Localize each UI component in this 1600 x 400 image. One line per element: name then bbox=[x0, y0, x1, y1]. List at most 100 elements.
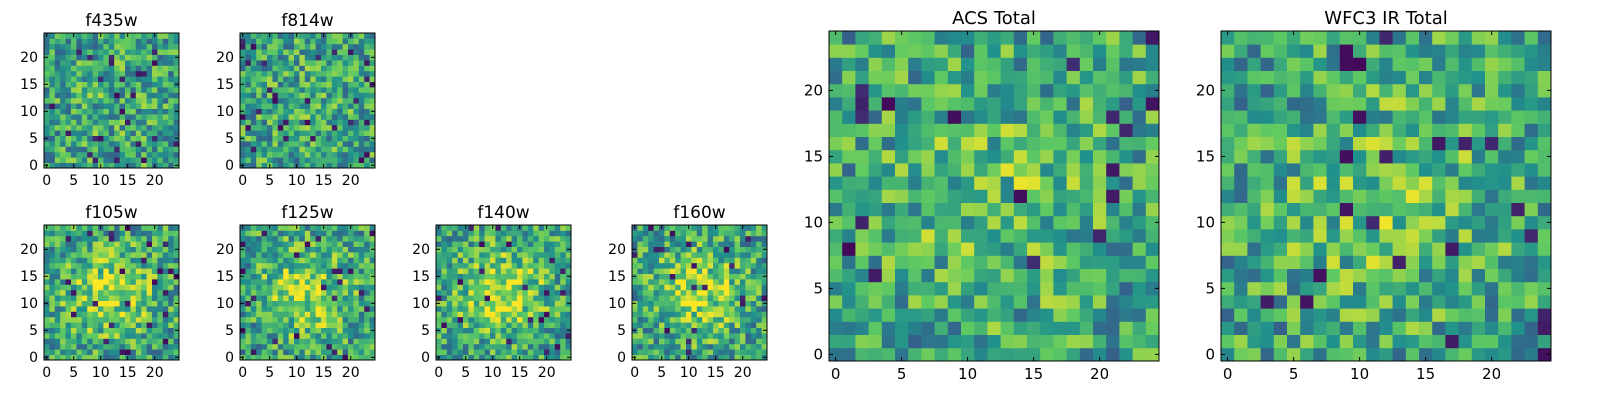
heatmap-cell bbox=[44, 268, 50, 274]
heatmap-cell bbox=[125, 151, 131, 158]
heatmap-cell bbox=[256, 103, 262, 109]
heatmap-cell bbox=[288, 333, 295, 339]
heatmap-cell bbox=[538, 262, 545, 269]
heatmap-cell bbox=[702, 354, 708, 361]
heatmap-cell bbox=[468, 338, 475, 345]
heatmap-cell bbox=[108, 349, 115, 355]
heatmap-cell bbox=[934, 70, 949, 85]
heatmap-cell bbox=[1119, 308, 1133, 322]
heatmap-cell bbox=[261, 43, 268, 50]
heatmap-cell bbox=[65, 151, 72, 158]
heatmap-cell bbox=[103, 103, 110, 109]
heatmap-cell bbox=[1132, 202, 1147, 217]
heatmap-cell bbox=[331, 38, 338, 45]
heatmap-cell bbox=[103, 141, 110, 147]
heatmap-cell bbox=[1013, 83, 1028, 98]
heatmap-cell bbox=[152, 103, 158, 109]
heatmap-cell bbox=[76, 92, 83, 99]
heatmap-cell bbox=[1027, 268, 1041, 283]
heatmap-cell bbox=[1273, 268, 1288, 283]
heatmap-cell bbox=[369, 295, 376, 301]
heatmap-cell bbox=[146, 103, 153, 109]
heatmap-cell bbox=[353, 43, 360, 50]
heatmap-cell bbox=[65, 343, 72, 350]
heatmap-cell bbox=[855, 136, 869, 151]
heatmap-cell bbox=[353, 81, 360, 88]
heatmap-cell bbox=[974, 202, 988, 217]
heatmap-cell bbox=[761, 279, 768, 285]
heatmap-cell bbox=[1498, 163, 1512, 177]
heatmap-cell bbox=[538, 333, 545, 339]
heatmap-cell bbox=[321, 38, 327, 45]
heatmap-cell bbox=[974, 295, 988, 309]
heatmap-cell bbox=[637, 300, 644, 307]
heatmap-cell bbox=[240, 130, 246, 136]
heatmap-cell bbox=[92, 135, 99, 142]
heatmap-cell bbox=[560, 306, 566, 312]
heatmap-cell bbox=[168, 97, 174, 104]
heatmap-cell bbox=[1458, 255, 1473, 269]
heatmap-cell bbox=[245, 306, 252, 312]
heatmap-cell bbox=[686, 338, 692, 345]
heatmap-cell bbox=[506, 241, 512, 247]
heatmap-cell bbox=[881, 268, 896, 283]
heatmap-cell bbox=[648, 300, 654, 307]
heatmap-cell bbox=[659, 230, 665, 237]
heatmap-cell bbox=[353, 316, 360, 323]
heatmap-cell bbox=[299, 38, 306, 45]
heatmap-cell bbox=[756, 300, 762, 307]
heatmap-cell bbox=[1106, 242, 1120, 256]
heatmap-cell bbox=[125, 333, 131, 339]
heatmap-cell bbox=[157, 284, 164, 291]
heatmap-cell bbox=[277, 60, 284, 66]
heatmap-cell bbox=[130, 108, 137, 115]
heatmap-cell bbox=[272, 333, 279, 339]
heatmap-cell bbox=[1471, 295, 1486, 309]
heatmap-cell bbox=[713, 316, 719, 323]
heatmap-cell bbox=[294, 316, 300, 323]
heatmap-cell bbox=[250, 354, 257, 361]
heatmap-cell bbox=[326, 262, 333, 269]
heatmap-cell bbox=[1524, 268, 1539, 283]
heatmap-cell bbox=[1379, 229, 1393, 243]
heatmap-cell bbox=[468, 268, 475, 274]
heatmap-cell bbox=[1093, 110, 1107, 124]
heatmap-cell bbox=[54, 119, 61, 126]
heatmap-cell bbox=[544, 268, 550, 274]
heatmap-cell bbox=[987, 242, 1001, 256]
heatmap-cell bbox=[522, 322, 529, 328]
heatmap-cell bbox=[1145, 97, 1160, 111]
heatmap-cell bbox=[1537, 163, 1552, 177]
heatmap-cell bbox=[310, 81, 316, 88]
heatmap-cell bbox=[473, 343, 480, 350]
heatmap-cell bbox=[490, 343, 496, 350]
heatmap-cell bbox=[87, 268, 93, 274]
heatmap-cell bbox=[125, 135, 131, 142]
heatmap-cell bbox=[245, 130, 252, 136]
heatmap-cell bbox=[707, 322, 714, 328]
heatmap-cell bbox=[288, 43, 295, 50]
heatmap-cell bbox=[473, 230, 480, 237]
heatmap-cell bbox=[103, 327, 110, 334]
heatmap-cell bbox=[642, 268, 649, 274]
heatmap-cell bbox=[348, 76, 354, 82]
heatmap-cell bbox=[315, 333, 322, 339]
heatmap-cell bbox=[342, 130, 349, 136]
heatmap-cell bbox=[1392, 242, 1407, 256]
heatmap-cell bbox=[745, 327, 752, 334]
heatmap-cell bbox=[321, 262, 327, 269]
heatmap-cell bbox=[691, 349, 698, 355]
heatmap-cell bbox=[103, 119, 110, 126]
heatmap-cell bbox=[146, 333, 153, 339]
heatmap-cell bbox=[452, 295, 458, 301]
heatmap-cell bbox=[761, 284, 768, 291]
heatmap-cell bbox=[294, 146, 300, 153]
heatmap-cell bbox=[680, 241, 687, 247]
heatmap-cell bbox=[1234, 281, 1248, 296]
heatmap-cell bbox=[1000, 57, 1015, 71]
heatmap-cell bbox=[141, 124, 147, 131]
heatmap-cell bbox=[1145, 70, 1160, 85]
heatmap-cell bbox=[342, 295, 349, 301]
